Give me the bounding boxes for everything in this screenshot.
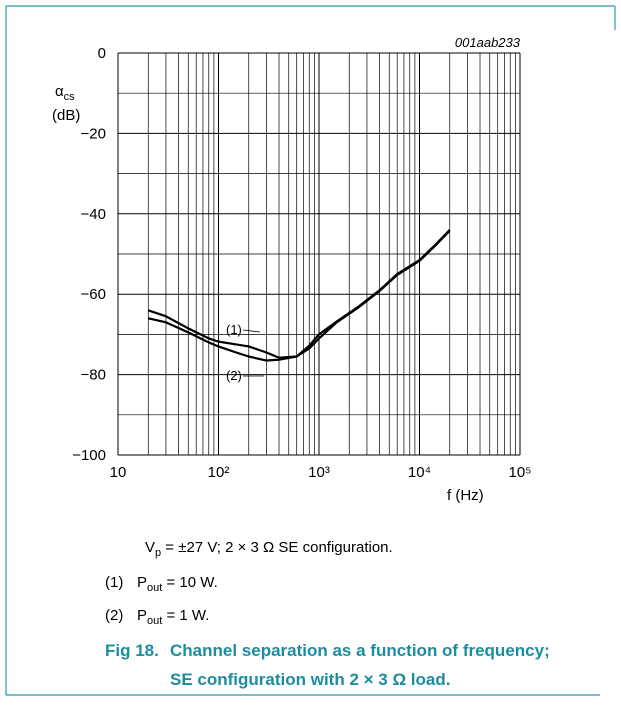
condition: Vp = ±27 V; 2 × 3 Ω SE configuration. xyxy=(145,539,393,559)
note: Pout = 1 W. xyxy=(137,607,209,627)
x-tick-label: 10³ xyxy=(308,464,330,481)
note-label: (1) xyxy=(105,574,123,591)
y-tick-label: −20 xyxy=(81,125,106,142)
y-tick-label: −80 xyxy=(81,367,106,384)
note-symbol: P xyxy=(137,607,147,624)
series-label: (2) xyxy=(226,368,242,383)
note-sub: out xyxy=(147,615,162,627)
y-symbol: α xyxy=(55,83,64,100)
series-label: (1) xyxy=(226,322,242,337)
caption-number: Fig 18. xyxy=(105,641,159,660)
note-text: = 10 W. xyxy=(162,574,217,591)
figure-id: 001aab233 xyxy=(455,35,521,50)
caption-line: SE configuration with 2 × 3 Ω load. xyxy=(170,670,450,689)
x-tick-label: 10 xyxy=(110,464,127,481)
caption-line: Channel separation as a function of freq… xyxy=(170,641,550,660)
note-label: (2) xyxy=(105,607,123,624)
x-axis-label: f (Hz) xyxy=(447,487,484,504)
cond-text: = ±27 V; 2 × 3 Ω SE configuration. xyxy=(161,539,393,556)
y-sub: cs xyxy=(64,91,76,103)
x-tick-label: 10⁴ xyxy=(408,464,431,481)
note-text: = 1 W. xyxy=(162,607,209,624)
y-tick-label: −60 xyxy=(81,286,106,303)
note-symbol: P xyxy=(137,574,147,591)
y-tick-label: 0 xyxy=(98,45,106,62)
y-axis-label: αcs xyxy=(55,83,75,103)
x-tick-label: 10² xyxy=(208,464,230,481)
leader-1 xyxy=(242,329,261,333)
x-tick-label: 10⁵ xyxy=(509,464,532,481)
plot: 10 10² 10³ 10⁴ 10⁵ −100 −80 −60 −40 −20 0 xyxy=(72,45,531,481)
y-tick-label: −40 xyxy=(81,206,106,223)
note: Pout = 10 W. xyxy=(137,574,218,594)
cond-symbol: V xyxy=(145,539,155,556)
y-unit: (dB) xyxy=(52,107,80,124)
note-sub: out xyxy=(147,582,162,594)
series-line xyxy=(148,229,451,362)
y-tick-label: −100 xyxy=(72,447,106,464)
cond-sub: p xyxy=(155,547,161,559)
